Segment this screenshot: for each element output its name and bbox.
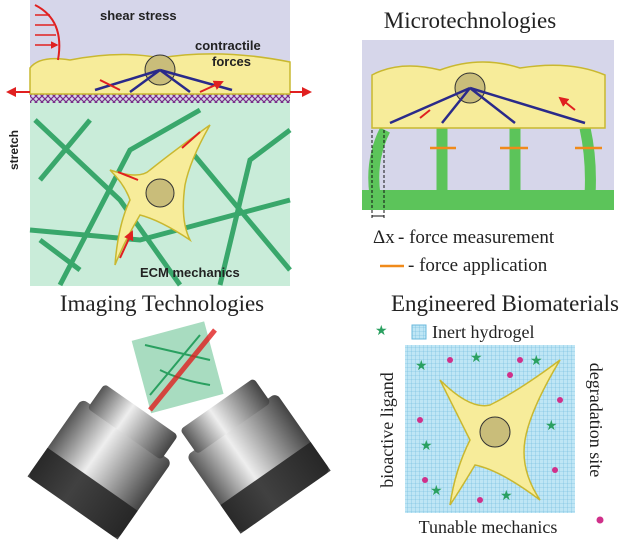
shear-stress-label: shear stress (100, 8, 177, 23)
contractile-label: contractile (195, 38, 261, 53)
svg-text:★: ★ (530, 354, 543, 369)
mechanics-panel: shear stress contractile forces stretch … (6, 0, 312, 287)
svg-text:★: ★ (415, 359, 428, 374)
imaging-title: Imaging Technologies (60, 291, 264, 316)
svg-text:★: ★ (500, 489, 513, 504)
svg-text:★: ★ (375, 324, 388, 339)
stretch-label: stretch (7, 130, 21, 170)
degradation-site-label: degradation site (586, 363, 606, 477)
ecm-mechanics-label: ECM mechanics (140, 265, 240, 280)
force-measurement-label: - force measurement (398, 227, 555, 248)
svg-text:★: ★ (430, 484, 443, 499)
svg-text:★: ★ (470, 351, 483, 366)
force-application-label: - force application (408, 255, 548, 276)
tunable-mechanics-label: Tunable mechanics (419, 517, 558, 537)
biomaterials-panel: Engineered Biomaterials Inert hydrogel ★… (375, 291, 619, 537)
bioactive-ligand-label: bioactive ligand (377, 372, 397, 487)
biomaterials-title: Engineered Biomaterials (391, 291, 619, 316)
svg-text:★: ★ (420, 439, 433, 454)
inert-hydrogel-label: Inert hydrogel (432, 322, 534, 342)
microtech-title: Microtechnologies (384, 8, 557, 33)
svg-text:★: ★ (545, 419, 558, 434)
microtech-panel: Microtechnologies Δx - force measurement… (362, 8, 614, 276)
imaging-panel: Imaging Technologies (27, 291, 331, 540)
delta-x-label: Δx (373, 227, 395, 248)
forces-label: forces (212, 54, 251, 69)
